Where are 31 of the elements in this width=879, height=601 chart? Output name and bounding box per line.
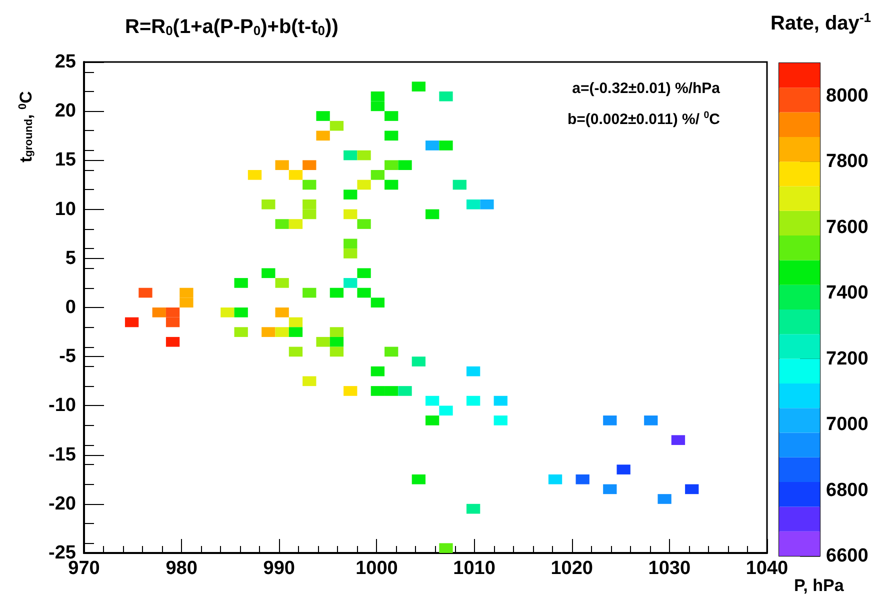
- x-tick-label: 1040: [746, 558, 788, 579]
- color-bar-label: 6800: [826, 480, 868, 501]
- color-bar-label: 6600: [826, 546, 868, 566]
- y-tick-label: 0: [65, 297, 76, 318]
- y-axis-title: tground, 0C: [16, 91, 36, 162]
- y-tick-label: -10: [48, 395, 76, 416]
- color-bar-label: 7400: [826, 282, 868, 304]
- y-tick-label: -5: [59, 346, 76, 368]
- annotation: a=(-0.32±0.01) %/hPa: [572, 80, 720, 98]
- x-axis-title: P, hPa: [794, 576, 844, 595]
- x-tick-label: 1000: [356, 558, 398, 579]
- color-bar-label: 7000: [826, 414, 868, 436]
- x-tick-label: 990: [263, 558, 295, 579]
- x-tick-label: 1010: [453, 558, 496, 579]
- color-bar-label: 7600: [826, 216, 868, 238]
- y-tick-label: -15: [48, 444, 76, 466]
- x-tick-label: 980: [166, 558, 198, 579]
- y-tick-label: -20: [48, 493, 76, 514]
- y-tick-label: 25: [54, 52, 76, 72]
- y-tick-label: 15: [54, 150, 76, 171]
- y-tick-label: 5: [65, 248, 76, 269]
- y-tick-label: 10: [54, 198, 76, 220]
- y-tick-label: 20: [54, 100, 76, 122]
- x-tick-label: 1020: [550, 558, 593, 579]
- x-tick-label: 1030: [648, 558, 691, 579]
- color-bar-label: 7800: [826, 151, 868, 172]
- chart-title: R=R0(1+a(P-P0)+b(t-t0)): [125, 16, 338, 38]
- color-bar-label: 7200: [826, 348, 868, 370]
- annotation: b=(0.002±0.011) %/ $^{0}$C: [567, 110, 720, 129]
- color-bar-label: 8000: [826, 85, 868, 106]
- color-bar-title: Rate, day$^{-1}$: [770, 10, 871, 36]
